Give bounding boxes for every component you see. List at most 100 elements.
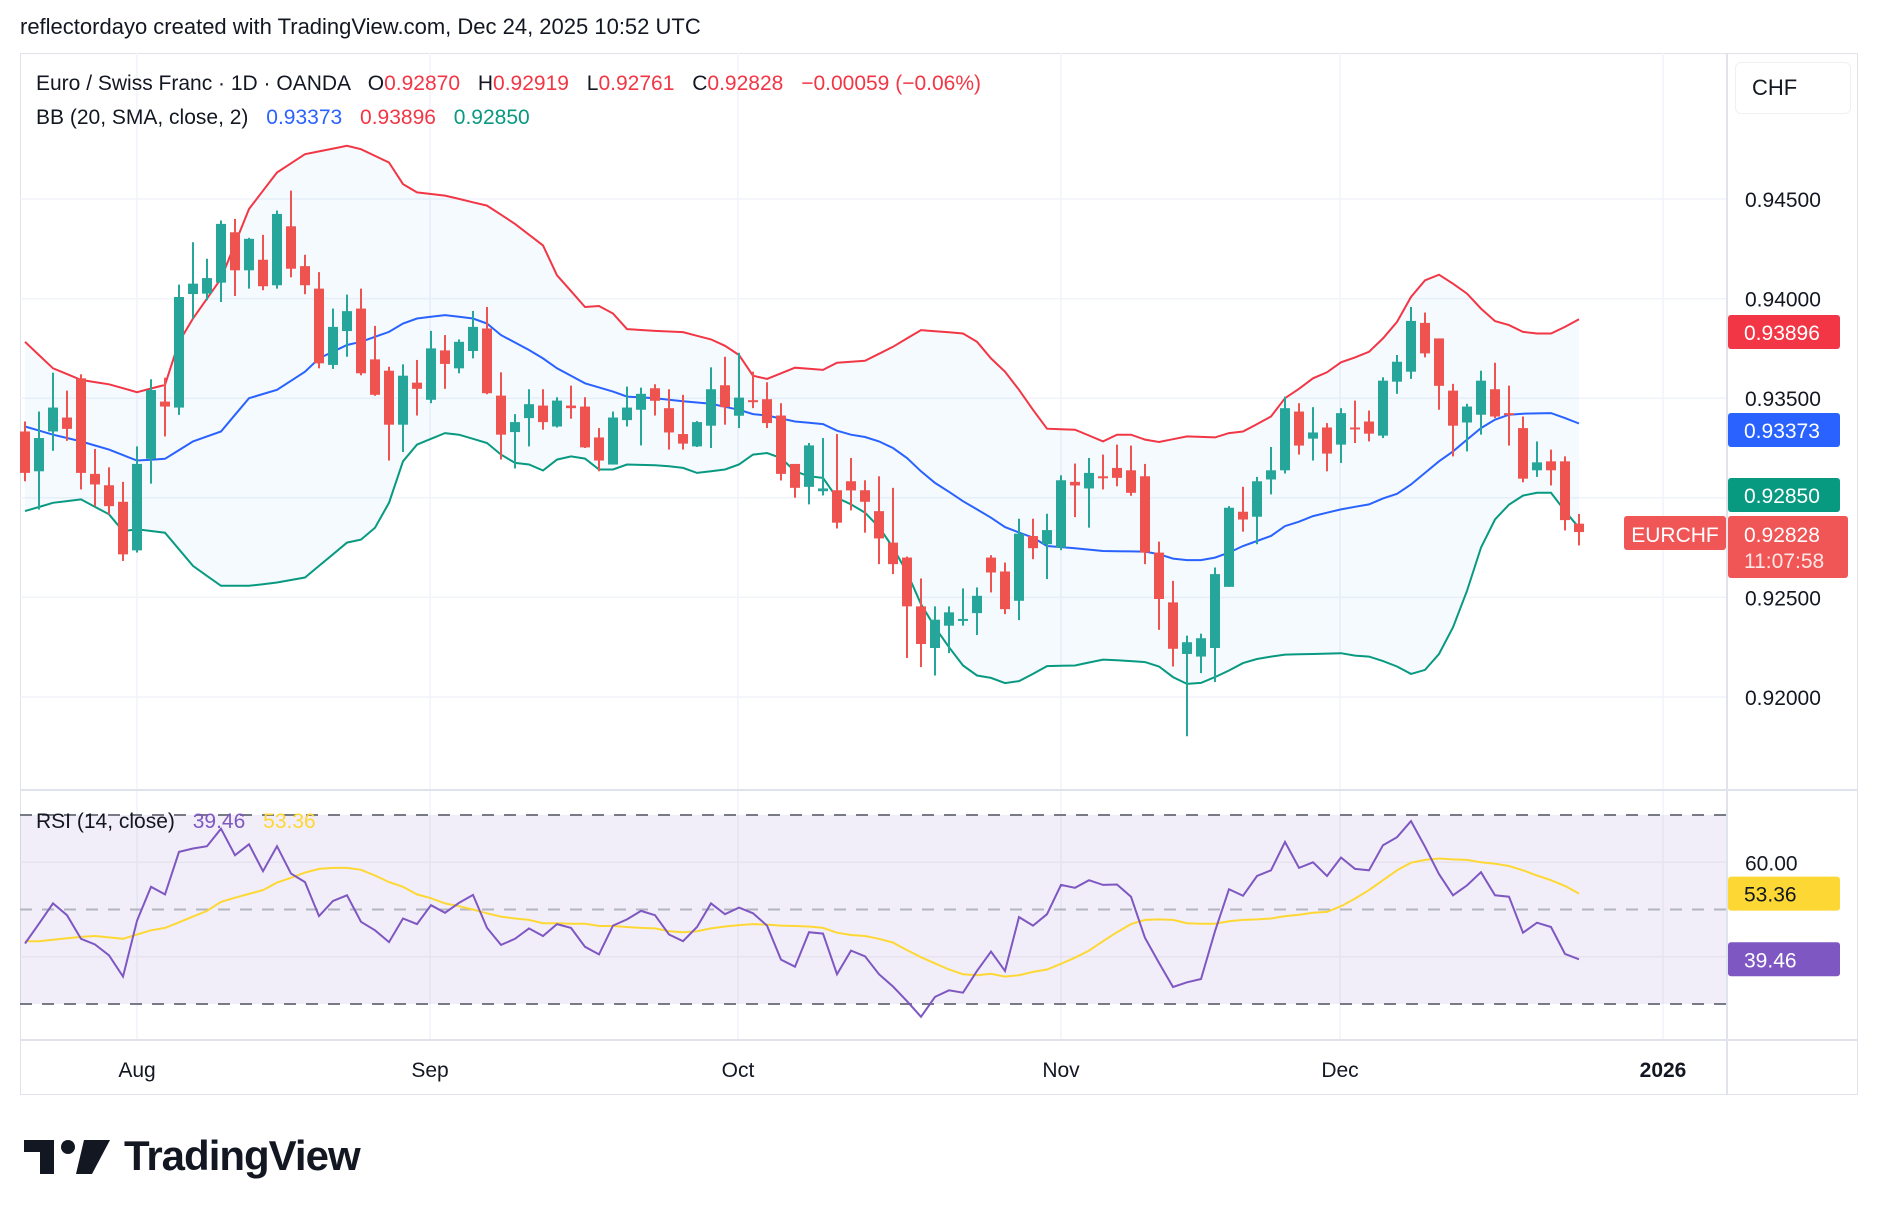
change-value: −0.00059 (−0.06%) <box>801 72 981 95</box>
candle <box>1462 403 1472 452</box>
candle-body <box>958 618 968 621</box>
price-axis-label: 0.92500 <box>1745 587 1821 610</box>
candle <box>706 367 716 448</box>
bb-lower-price-label-text: 0.92850 <box>1744 485 1820 508</box>
candle-body <box>790 463 800 488</box>
axes: Aug Sep Oct Nov Dec 2026 0.94500 0.94000 0.93500… <box>20 53 1858 1095</box>
candle <box>188 242 198 319</box>
time-axis-label: Nov <box>1042 1059 1080 1082</box>
candle <box>1378 377 1388 439</box>
candle-body <box>1042 530 1052 545</box>
candle <box>1140 463 1150 565</box>
candle <box>1476 370 1486 435</box>
rsi-ma-value-label-text: 53.36 <box>1744 884 1797 907</box>
candle <box>930 606 940 676</box>
candle <box>90 448 100 507</box>
candle <box>1406 306 1416 379</box>
candle <box>202 258 212 301</box>
candle-body <box>1308 432 1318 439</box>
candle-body <box>846 481 856 491</box>
candle <box>1126 445 1136 496</box>
bollinger-bands <box>24 144 1580 685</box>
bb-upper-price-label: 0.93896 <box>1728 315 1840 349</box>
candle <box>958 588 968 626</box>
candle-body <box>454 341 464 369</box>
candle-body <box>972 595 982 614</box>
close-value: 0.92828 <box>707 72 784 95</box>
candle <box>468 310 478 359</box>
candle <box>328 308 338 369</box>
candle-body <box>1028 536 1038 549</box>
bb-basis-value: 0.93373 <box>266 106 343 129</box>
candle <box>118 481 128 561</box>
candle <box>174 284 184 415</box>
candle <box>636 387 646 446</box>
candle-body <box>286 226 296 269</box>
candle-body <box>1210 574 1220 648</box>
candle-body <box>62 417 72 429</box>
candle-body <box>104 485 114 507</box>
candle <box>244 237 254 289</box>
candle <box>650 384 660 416</box>
candle-body <box>1112 467 1122 478</box>
candle <box>48 372 58 451</box>
candle-body <box>1224 507 1234 587</box>
grid <box>20 53 1727 1040</box>
candle <box>286 190 296 278</box>
price-axis-label: 0.93500 <box>1745 388 1821 411</box>
candle-body <box>650 388 660 401</box>
candle <box>1364 410 1374 442</box>
candle-body <box>552 400 562 427</box>
candle <box>1224 506 1234 587</box>
candle-body <box>1560 461 1570 521</box>
candle <box>972 587 982 636</box>
rsi-legend[interactable]: RSI (14, close) 39.46 53.36 <box>36 810 316 834</box>
candle <box>1182 635 1192 737</box>
candle-body <box>538 405 548 423</box>
candle-body <box>244 238 254 271</box>
candle-body <box>342 311 352 332</box>
bb-upper-line <box>24 144 1580 444</box>
candle <box>846 457 856 511</box>
candle <box>272 210 282 289</box>
last-price-text: 0.92828 <box>1744 524 1820 547</box>
last-price-label: 0.92828 11:07:58 <box>1728 516 1848 578</box>
candle-body <box>174 297 184 408</box>
candle-body <box>1000 571 1010 610</box>
candle <box>1238 486 1248 532</box>
candle-body <box>776 415 786 474</box>
candle <box>566 385 576 419</box>
candle-body <box>1196 638 1206 657</box>
bb-upper-price-label-bg <box>1728 315 1840 349</box>
candle <box>160 377 170 437</box>
candle <box>1028 518 1038 560</box>
symbol-legend[interactable]: Euro / Swiss Franc · 1D · OANDA O0.92870… <box>36 72 981 96</box>
tradingview-logo-icon <box>24 1140 110 1174</box>
candle-body <box>1406 320 1416 372</box>
rsi-pane <box>20 814 1727 1019</box>
currency-button[interactable]: CHF <box>1735 62 1851 114</box>
candle-body <box>888 542 898 565</box>
candle-body <box>818 488 828 492</box>
candle <box>510 414 520 469</box>
candle-body <box>20 431 30 473</box>
time-axis-label: Aug <box>118 1059 155 1082</box>
rsi-value-label: 39.46 <box>1728 942 1840 977</box>
bb-lower-price-label-bg <box>1728 478 1840 512</box>
candle-body <box>524 404 534 419</box>
candle-body <box>258 259 268 287</box>
tradingview-logo[interactable]: TradingView <box>24 1132 361 1180</box>
candle-body <box>1014 533 1024 601</box>
candle <box>1392 354 1402 394</box>
bb-legend[interactable]: BB (20, SMA, close, 2) 0.93373 0.93896 0… <box>36 106 530 130</box>
bb-lower-line <box>24 432 1580 685</box>
candle-body <box>1392 361 1402 382</box>
candle-body <box>902 557 912 607</box>
candle <box>1560 456 1570 531</box>
candle <box>1504 385 1514 446</box>
candle <box>76 374 86 490</box>
candle-body <box>1434 338 1444 386</box>
candle-body <box>1546 461 1556 471</box>
symbol-title: Euro / Swiss Franc · 1D · OANDA <box>36 72 350 95</box>
